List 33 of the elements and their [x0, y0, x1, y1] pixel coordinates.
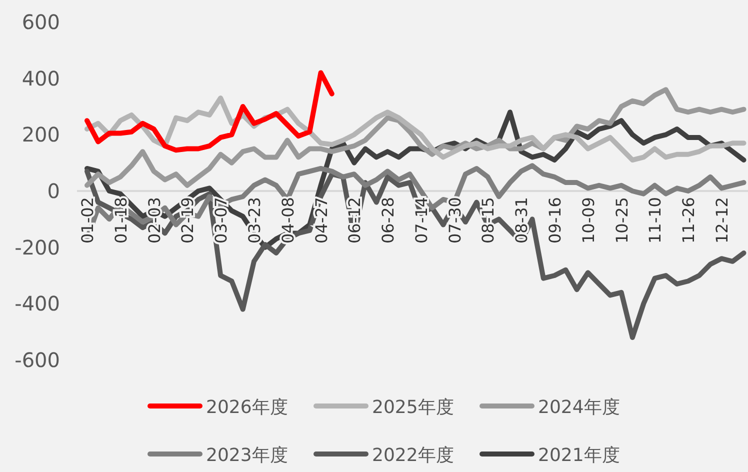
legend-label: 2022年度 [372, 445, 454, 466]
legend-label: 2026年度 [206, 397, 288, 418]
y-tick-label: 0 [47, 179, 60, 203]
y-tick-label: -400 [14, 292, 60, 316]
legend-label: 2023年度 [206, 445, 288, 466]
x-tick-label: 03-23 [244, 197, 264, 244]
x-tick-label: 07-30 [445, 197, 464, 244]
x-tick-label: 01-18 [111, 197, 130, 244]
x-tick-label: 08-31 [512, 197, 532, 244]
x-tick-label: 09-16 [546, 197, 565, 244]
x-tick-label: 12-12 [712, 197, 732, 244]
y-tick-label: 600 [22, 10, 60, 34]
y-tick-label: 200 [22, 122, 60, 147]
x-tick-label: 11-26 [679, 197, 698, 244]
y-tick-label: -200 [14, 235, 60, 260]
x-tick-label: 06-28 [378, 197, 398, 244]
y-tick-label: -600 [14, 348, 60, 372]
x-tick-label: 03-07 [212, 197, 231, 244]
legend-label: 2024年度 [538, 397, 620, 418]
x-tick-label: 04-27 [312, 197, 331, 244]
legend-label: 2025年度 [372, 397, 454, 418]
x-tick-label: 08-15 [478, 197, 498, 244]
legend-label: 2021年度 [538, 445, 620, 466]
x-tick-label: 06-12 [345, 197, 364, 244]
x-tick-label: 02-03 [144, 197, 164, 244]
y-tick-label: 400 [22, 66, 60, 90]
x-tick-label: 10-09 [578, 197, 598, 244]
x-tick-label: 02-19 [178, 197, 198, 244]
x-tick-label: 04-08 [278, 197, 298, 244]
x-tick-label: 01-02 [78, 197, 97, 244]
x-tick-label: 07-14 [412, 197, 431, 244]
x-tick-label: 10-25 [612, 197, 632, 244]
x-tick-label: 11-10 [646, 197, 665, 244]
